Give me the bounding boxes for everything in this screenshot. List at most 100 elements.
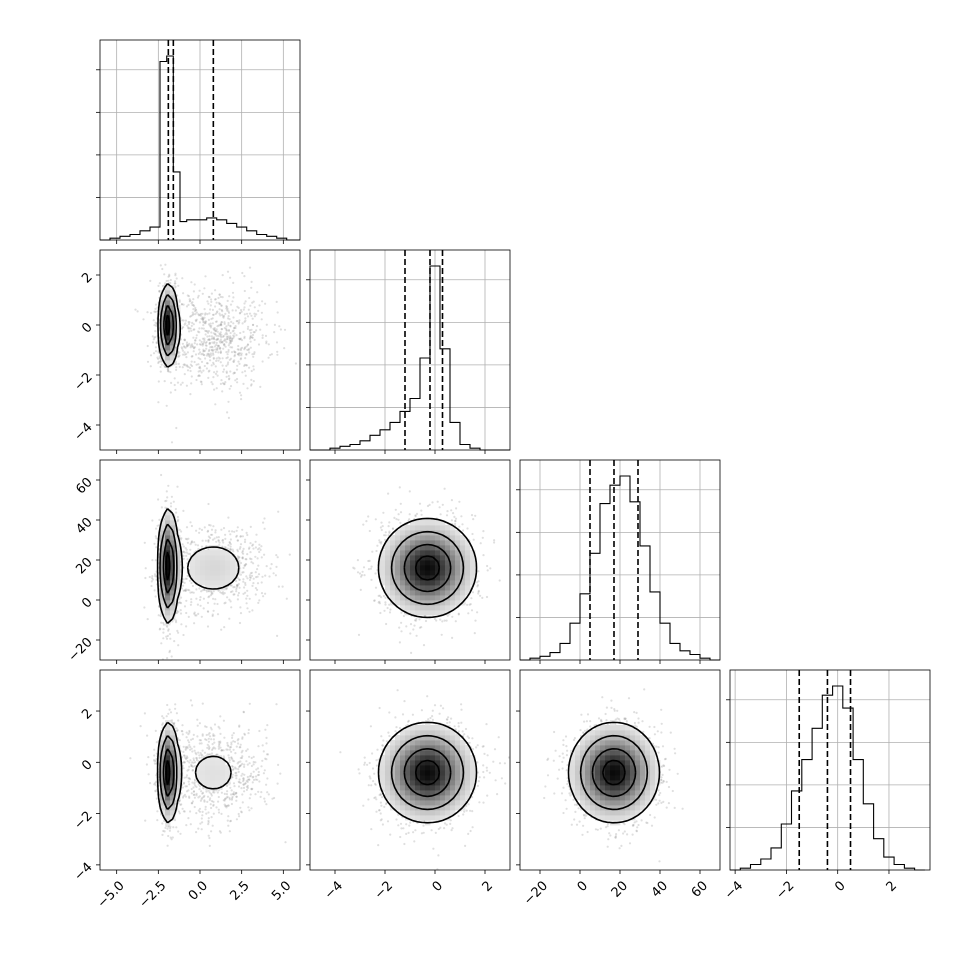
sample-point	[263, 517, 266, 520]
sample-point	[239, 348, 242, 352]
sample-point	[378, 600, 381, 603]
sample-point	[243, 347, 246, 350]
sample-point	[218, 302, 221, 306]
sample-point	[201, 539, 204, 542]
sample-point	[177, 355, 180, 358]
sample-point	[183, 338, 186, 341]
sample-point	[413, 619, 417, 622]
sample-point	[227, 310, 230, 313]
sample-point	[374, 518, 377, 521]
sample-point	[220, 528, 223, 531]
sample-point	[182, 584, 185, 587]
sample-point	[256, 582, 260, 585]
sample-point	[450, 499, 453, 502]
sample-point	[155, 342, 158, 345]
sample-point	[384, 601, 387, 604]
sample-point	[247, 308, 250, 311]
density-cell	[165, 600, 171, 606]
sample-point	[184, 322, 187, 325]
density-cell	[160, 580, 166, 586]
sample-point	[216, 344, 219, 347]
sample-point	[220, 336, 223, 339]
sample-point	[217, 296, 220, 300]
sample-point	[215, 387, 218, 390]
sample-point	[410, 651, 413, 655]
sample-point	[211, 322, 214, 325]
y-tick-label: 2	[79, 270, 95, 286]
sample-point	[205, 367, 208, 370]
sample-point	[193, 328, 196, 331]
sample-point	[159, 365, 162, 369]
sample-point	[414, 514, 417, 517]
sample-point	[240, 310, 243, 313]
density-cell	[170, 525, 176, 531]
sample-point	[195, 311, 198, 314]
sample-point	[207, 376, 210, 379]
sample-point	[213, 327, 216, 330]
sample-point	[229, 548, 232, 551]
sample-point	[167, 279, 170, 282]
density-cell	[160, 335, 166, 341]
sample-point	[164, 506, 167, 509]
sample-point	[215, 334, 218, 337]
sample-point	[221, 274, 224, 277]
sample-point	[215, 536, 218, 539]
sample-point	[207, 330, 210, 333]
sample-point	[226, 270, 230, 273]
sample-point	[173, 383, 176, 387]
sample-point	[157, 401, 160, 404]
sample-point	[189, 344, 192, 347]
sample-point	[231, 346, 234, 349]
sample-point	[204, 275, 207, 278]
sample-point	[220, 328, 223, 331]
sample-point	[248, 296, 251, 300]
sample-point	[239, 612, 243, 615]
sample-point	[210, 337, 213, 340]
density-cell	[175, 335, 181, 341]
sample-point	[362, 566, 366, 569]
density-cell	[165, 530, 171, 536]
sample-point	[265, 323, 268, 326]
sample-point	[220, 304, 223, 307]
sample-point	[212, 590, 215, 593]
sample-point	[221, 545, 224, 548]
sample-point	[203, 354, 206, 357]
sample-point	[239, 308, 243, 312]
sample-point	[207, 590, 211, 593]
sample-point	[215, 338, 218, 341]
sample-point	[185, 345, 188, 348]
sample-point	[187, 537, 190, 540]
sample-point	[212, 525, 215, 528]
sample-point	[207, 354, 210, 357]
sample-point	[199, 596, 202, 599]
sample-point	[219, 347, 222, 350]
sample-point	[277, 585, 280, 588]
sample-point	[198, 365, 201, 368]
sample-point	[207, 539, 210, 542]
sample-point	[217, 324, 220, 327]
sample-point	[214, 329, 218, 332]
sample-point	[226, 363, 229, 366]
sample-point	[235, 579, 238, 583]
sample-point	[250, 383, 253, 386]
sample-point	[189, 521, 192, 524]
sample-point	[232, 372, 235, 375]
sample-point	[183, 551, 186, 554]
sample-point	[233, 371, 236, 374]
sample-point	[420, 626, 423, 629]
sample-point	[186, 369, 190, 372]
contour-line	[162, 538, 175, 594]
sample-point	[240, 398, 243, 401]
sample-point	[179, 609, 182, 612]
sample-point	[450, 509, 453, 512]
sample-point	[206, 362, 209, 365]
density-cell	[170, 610, 176, 616]
sample-point	[210, 300, 213, 303]
sample-point	[198, 339, 201, 342]
sample-point	[173, 282, 176, 285]
sample-point	[170, 495, 173, 498]
sample-point	[181, 349, 184, 352]
sample-point	[185, 551, 188, 554]
sample-point	[255, 576, 258, 579]
density-cell	[170, 335, 176, 341]
